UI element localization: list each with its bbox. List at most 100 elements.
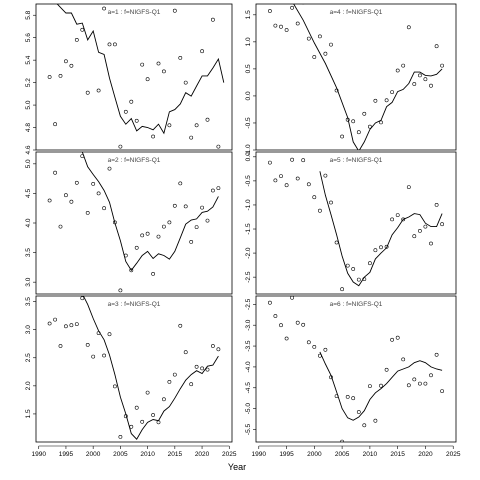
- panel-3-y-tick-label: 3.5: [25, 248, 32, 257]
- panel-3-point: [194, 225, 199, 230]
- panel-3-label: a=2 : f=NIGFS-Q1: [108, 157, 161, 164]
- x-axis-label: Year: [228, 462, 246, 472]
- panel-4-point: [290, 157, 295, 162]
- panel-5-point: [194, 364, 199, 369]
- panel-4-point: [412, 234, 417, 239]
- panel-1-point: [205, 117, 210, 122]
- panel-4-point: [279, 174, 283, 179]
- panel-5-point: [134, 405, 139, 410]
- panel-5-point: [183, 350, 188, 355]
- panel-1-y-tick-label: 4.8: [25, 123, 32, 132]
- panel-6-point: [317, 353, 322, 358]
- panel-6-y-tick-label: -3.0: [245, 319, 252, 331]
- panel-3-point: [200, 205, 205, 210]
- panel-6-point: [290, 296, 294, 300]
- panel-5-point: [156, 420, 161, 425]
- panel-1-point: [64, 59, 68, 64]
- panel-5-point: [172, 372, 177, 377]
- x-axis-1: 1990 1995 2000 2005 2010 2015 2020 2025: [31, 445, 237, 458]
- panel-3-point: [140, 233, 145, 238]
- panel-4-point: [417, 228, 422, 233]
- panel-1-point: [161, 69, 166, 74]
- panel-4-point: [423, 224, 428, 229]
- x-tick-label: 2025: [222, 451, 237, 458]
- panel-1-point: [58, 74, 63, 78]
- panel-6-y-tick-label: -5.5: [245, 424, 252, 436]
- panel-2-point: [329, 42, 333, 47]
- panel-6: -5.5 -5.0 -4.5 -4.0 -3.5 -3.0 -2.5 a=6 : f=NIGF…: [245, 295, 457, 443]
- x-tick-label: 1990: [252, 451, 267, 458]
- panel-3-point: [134, 245, 139, 250]
- panel-2-point: [351, 119, 356, 124]
- panel-1-point: [118, 144, 123, 149]
- panel-2-point: [406, 25, 411, 30]
- panel-6-point: [379, 383, 383, 388]
- panel-6-point: [295, 320, 300, 325]
- panel-3-point: [129, 268, 134, 273]
- panel-2-point: [429, 83, 433, 88]
- panel-1-frame: [35, 3, 233, 151]
- panel-3-fit-line: [81, 152, 219, 272]
- panel-1-point: [145, 77, 150, 82]
- panel-6-point: [390, 337, 395, 342]
- panel-5-point: [58, 344, 63, 348]
- panel-2-point: [279, 24, 283, 29]
- panel-1-point: [183, 80, 188, 85]
- panel-1-point: [216, 144, 221, 149]
- panel-5-point: [210, 344, 215, 348]
- panel-1-point: [200, 49, 205, 54]
- panel-4-y-tick-label: -1.5: [245, 223, 252, 235]
- panel-3-point: [145, 231, 150, 236]
- panel-3-point: [205, 218, 210, 223]
- panel-1-label: a=1 : f=NIGFS-Q1: [108, 9, 161, 16]
- panel-4-point: [323, 173, 328, 178]
- x-tick-label: 1995: [279, 451, 294, 458]
- panel-1-point: [102, 6, 107, 11]
- panel-4-point: [434, 202, 439, 207]
- panel-1-point: [134, 118, 139, 123]
- panel-1-point: [113, 42, 117, 47]
- panel-4-point: [384, 244, 389, 249]
- panel-1-point: [194, 123, 199, 128]
- panel-3-point: [96, 191, 101, 196]
- panel-3-point: [69, 199, 74, 204]
- panel-6-point: [323, 347, 328, 352]
- panel-1: 4.6 4.8 5.0 5.2 5.4 5.6 5.8 a=1 : f=NIGFS-Q1: [25, 3, 233, 155]
- panel-4-point: [329, 200, 333, 205]
- panel-2-point: [317, 34, 322, 39]
- panel-2-point: [440, 63, 445, 68]
- panel-2-point: [345, 117, 350, 122]
- panel-5-point: [64, 324, 68, 329]
- panel-3-point: [107, 166, 112, 171]
- panel-4-point: [312, 195, 317, 200]
- x-tick-label: 2005: [113, 451, 128, 458]
- panel-5-point: [80, 296, 85, 301]
- panel-3-y-tick-label: 5.0: [25, 159, 32, 168]
- panel-6-frame: [255, 295, 457, 443]
- panel-4-point: [334, 240, 339, 245]
- panel-4-point: [345, 263, 350, 268]
- panel-6-point: [356, 410, 361, 414]
- panel-4-point: [317, 208, 322, 213]
- panel-2-point: [423, 77, 428, 82]
- panel-2-label: a=4 : f=NIGFS-Q1: [330, 9, 383, 16]
- panel-6-point: [340, 439, 344, 442]
- panel-1-point: [96, 88, 101, 93]
- panel-6-point: [351, 396, 356, 401]
- panel-5-point: [96, 331, 101, 336]
- panel-6-point: [312, 344, 317, 349]
- panel-2-point: [395, 68, 400, 73]
- panel-5-point: [200, 366, 205, 371]
- panel-6-point: [434, 352, 439, 357]
- panel-6-point: [273, 314, 278, 318]
- panel-1-fit-line: [56, 4, 225, 135]
- panel-2: -1.0 -0.5 0.0 0.5 1.0 1.5 a=4 : f=NIGFS-Q1: [245, 3, 457, 156]
- panel-3-point: [151, 271, 156, 276]
- panel-3-point: [167, 220, 172, 225]
- panel-4-point: [362, 277, 367, 282]
- panel-3-point: [178, 181, 183, 186]
- panel-3-point: [189, 239, 194, 244]
- panel-4-point: [401, 217, 406, 222]
- panel-6-point: [301, 322, 306, 327]
- panel-2-point: [434, 44, 439, 49]
